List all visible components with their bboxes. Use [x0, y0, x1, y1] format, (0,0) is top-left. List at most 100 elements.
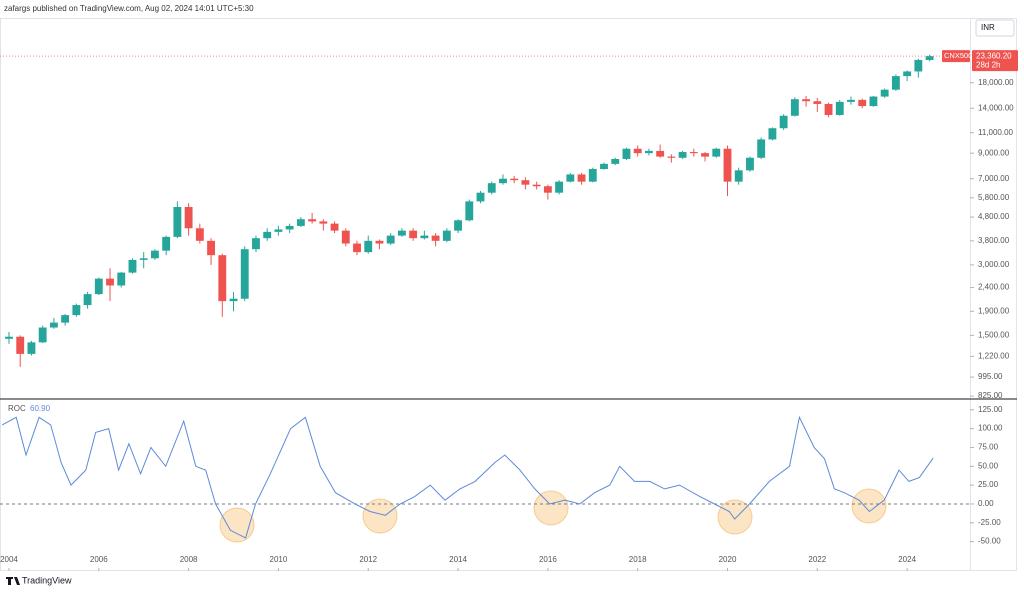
candle-body: [521, 180, 530, 185]
candle-body: [903, 71, 912, 77]
y-tick-label: 100.00: [978, 424, 1003, 433]
candle-body: [218, 255, 227, 302]
y-tick-label: 5,800.00: [978, 193, 1010, 202]
candle-body: [184, 206, 193, 229]
candle-body: [162, 236, 171, 251]
candle-body: [386, 235, 395, 244]
y-tick-label: 825.00: [978, 391, 1003, 400]
currency-box[interactable]: [975, 19, 1015, 37]
footer-brand: TradingView: [22, 575, 72, 585]
candle-body: [487, 183, 496, 193]
candle-body: [914, 59, 923, 72]
candle-body: [229, 298, 238, 302]
candle-body: [858, 99, 867, 107]
roc-line: [1, 415, 934, 539]
candle-body: [49, 322, 58, 328]
y-tick-label: 7,000.00: [978, 174, 1010, 183]
candles: [5, 54, 934, 367]
candle-body: [173, 206, 182, 237]
candle-body: [532, 184, 541, 187]
candle-body: [195, 228, 204, 241]
candle-body: [588, 169, 597, 182]
candle-body: [633, 148, 642, 154]
roc-title: ROC: [8, 404, 26, 413]
candle-body: [274, 229, 283, 232]
y-tick-label: 1,900.00: [978, 306, 1010, 315]
candle-body: [644, 150, 653, 154]
candle-body: [61, 315, 70, 323]
candle-body: [543, 186, 552, 193]
candle-body: [835, 101, 844, 115]
candle-body: [353, 243, 361, 253]
y-tick-label: 3,800.00: [978, 236, 1010, 245]
currency[interactable]: INR: [981, 23, 995, 32]
x-tick-label: 2022: [808, 555, 826, 564]
candle-body: [678, 152, 687, 158]
candle-body: [431, 235, 440, 241]
x-tick-label: 2008: [180, 555, 198, 564]
candle-body: [768, 128, 777, 140]
candle-body: [38, 327, 47, 343]
candle-body: [442, 230, 451, 241]
candle-body: [746, 157, 754, 171]
y-tick-label: 25.00: [978, 480, 999, 489]
y-tick-label: 125.00: [978, 405, 1003, 414]
candle-body: [555, 181, 564, 193]
footer-logo: [6, 577, 20, 585]
candle-body: [880, 89, 889, 97]
candle-body: [364, 240, 373, 253]
candle-body: [701, 153, 709, 157]
candle-body: [667, 156, 676, 158]
x-tick-label: 2018: [629, 555, 647, 564]
candle-body: [476, 192, 485, 202]
byline: zafargs published on TradingView.com, Au…: [4, 4, 254, 13]
highlight-circle: [219, 507, 255, 543]
candle-body: [296, 219, 305, 226]
y-tick-label: -50.00: [978, 537, 1001, 546]
y-tick-label: -25.00: [978, 518, 1001, 527]
candle-body: [285, 225, 294, 230]
candle-body: [869, 96, 878, 107]
candle-body: [712, 148, 721, 157]
roc-current: 60.90: [30, 404, 51, 413]
highlight-circle: [851, 488, 887, 524]
countdown-label: 28d 2h: [976, 60, 1000, 69]
candle-body: [397, 230, 406, 236]
frame: [0, 18, 1017, 571]
candle-body: [689, 152, 698, 154]
y-tick-label: 0.00: [978, 499, 994, 508]
y-tick-label: 9,000.00: [978, 148, 1010, 157]
candle-body: [824, 103, 833, 115]
candle-body: [813, 101, 822, 104]
candle-body: [600, 163, 608, 170]
x-tick-label: 2012: [359, 555, 377, 564]
y-tick-label: 11,000.00: [978, 128, 1014, 137]
y-tick-label: 1,500.00: [978, 330, 1010, 339]
candle-body: [139, 258, 148, 260]
candle-body: [106, 278, 114, 286]
candle-body: [577, 174, 586, 182]
candle-body: [409, 230, 418, 239]
candle-body: [27, 342, 36, 354]
x-tick-label: 2016: [539, 555, 557, 564]
candle-body: [454, 220, 462, 231]
y-tick-label: 50.00: [978, 461, 999, 470]
highlight-circle: [362, 498, 398, 534]
price-label: 23,360.20: [976, 51, 1012, 60]
logo-mark: [6, 577, 20, 585]
highlight-circle: [533, 490, 569, 526]
x-tick-label: 2020: [719, 555, 737, 564]
annotation-circles: [219, 488, 887, 543]
candle-body: [341, 230, 350, 244]
candle-body: [319, 221, 328, 224]
candle-body: [925, 56, 934, 60]
candle-body: [723, 148, 732, 182]
x-tick-label: 2010: [270, 555, 288, 564]
candle-body: [891, 76, 900, 90]
y-tick-label: 3,000.00: [978, 260, 1010, 269]
symbol-badge: [942, 50, 970, 63]
candle-body: [611, 158, 620, 164]
y-tick-label: 995.00: [978, 372, 1003, 381]
